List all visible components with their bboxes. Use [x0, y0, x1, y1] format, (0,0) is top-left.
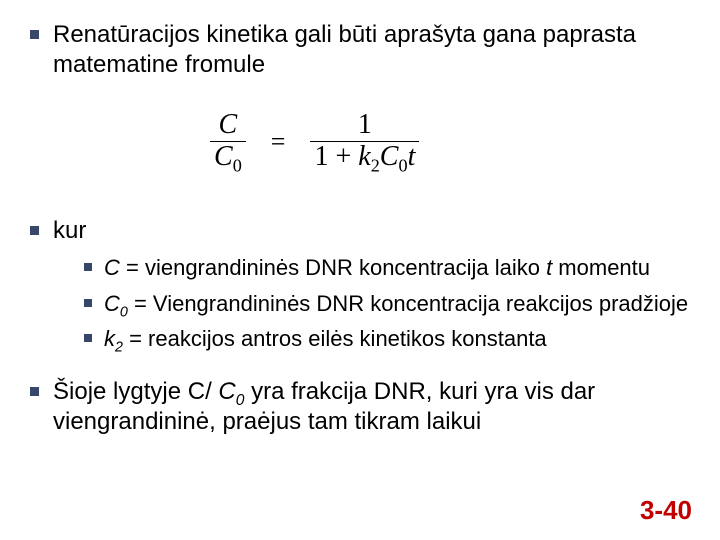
sub-item-1: C = viengrandininės DNR koncentracija la…: [84, 254, 690, 282]
sub1-tail: momentu: [552, 255, 650, 280]
formula-left-num: C: [219, 109, 238, 140]
sub1-sym: C: [104, 255, 120, 280]
sub-item-3-text: k2 = reakcijos antros eilės kinetikos ko…: [104, 325, 547, 353]
formula-C: C: [380, 141, 399, 172]
item3-c0-base: C: [218, 378, 235, 405]
sub2-sub: 0: [120, 304, 128, 320]
square-bullet-icon: [30, 30, 39, 39]
sub2-eq: = Viengrandininės DNR koncentracija reak…: [128, 291, 688, 316]
square-bullet-icon: [30, 226, 39, 235]
formula: C C0 = 1 1 + k2C0t: [210, 110, 510, 186]
formula-C-sub: 0: [398, 156, 407, 176]
square-bullet-icon: [84, 299, 92, 307]
bullet-item-3: Šioje lygtyje C/ C0 yra frakcija DNR, ku…: [30, 377, 690, 437]
sub2-sym: C: [104, 291, 120, 316]
sub-item-2: C0 = Viengrandininės DNR koncentracija r…: [84, 290, 690, 318]
bullet-item-2: kur: [30, 216, 690, 246]
square-bullet-icon: [84, 334, 92, 342]
formula-k: k: [358, 141, 370, 172]
fraction-right: 1 1 + k2C0t: [310, 110, 419, 173]
sub3-sub: 2: [115, 339, 123, 355]
item1-text: Renatūracijos kinetika gali būti aprašyt…: [53, 20, 690, 80]
formula-left-den-base: C: [214, 141, 233, 172]
sub-item-3: k2 = reakcijos antros eilės kinetikos ko…: [84, 325, 690, 353]
formula-right-num: 1: [354, 110, 376, 141]
sub3-eq: = reakcijos antros eilės kinetikos konst…: [123, 326, 547, 351]
equals-sign: =: [253, 127, 304, 157]
formula-right-den-prefix: 1 +: [314, 141, 358, 172]
fraction-left: C C0: [210, 110, 246, 173]
sub1-eq: = viengrandininės DNR koncentracija laik…: [120, 255, 546, 280]
square-bullet-icon: [30, 387, 39, 396]
sub-item-2-text: C0 = Viengrandininės DNR koncentracija r…: [104, 290, 688, 318]
formula-k-sub: 2: [371, 156, 380, 176]
formula-left-den-sub: 0: [233, 156, 242, 176]
item3-pre: Šioje lygtyje C/: [53, 378, 218, 405]
bullet-item-1: Renatūracijos kinetika gali būti aprašyt…: [30, 20, 690, 80]
sub3-sym: k: [104, 326, 115, 351]
item3-text: Šioje lygtyje C/ C0 yra frakcija DNR, ku…: [53, 377, 690, 437]
square-bullet-icon: [84, 263, 92, 271]
item2-text: kur: [53, 216, 86, 246]
sub-item-1-text: C = viengrandininės DNR koncentracija la…: [104, 254, 650, 282]
page-number: 3-40: [640, 495, 692, 526]
sub-item-list: C = viengrandininės DNR koncentracija la…: [84, 254, 690, 353]
formula-t: t: [408, 141, 416, 172]
